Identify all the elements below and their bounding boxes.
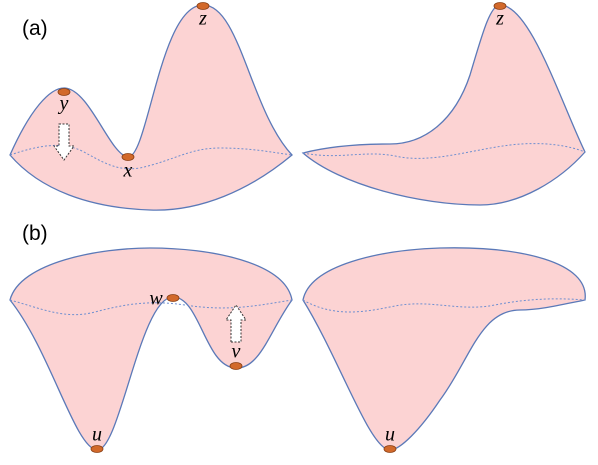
point-label: y — [58, 93, 69, 115]
point-label: x — [123, 160, 133, 182]
dashed-line — [9, 145, 293, 170]
arrow-down — [53, 123, 75, 161]
point — [121, 153, 135, 161]
dashed-line — [302, 298, 586, 313]
point — [166, 294, 180, 302]
dashed-line — [9, 299, 293, 316]
point — [229, 362, 243, 370]
point-label: u — [92, 424, 102, 446]
point-label: w — [149, 288, 163, 310]
point — [57, 88, 71, 96]
point-label: z — [198, 8, 207, 30]
point — [196, 2, 210, 10]
point-label: z — [495, 8, 504, 30]
point — [383, 445, 397, 453]
point — [90, 445, 104, 453]
point-label: u — [385, 424, 395, 446]
panel-label: (a) — [22, 17, 48, 40]
surface — [302, 247, 586, 451]
dashed-line — [302, 143, 586, 159]
arrow-up — [225, 304, 247, 343]
surface — [9, 247, 293, 451]
point-label: v — [232, 341, 241, 363]
surface — [9, 4, 293, 211]
surface — [301, 4, 586, 206]
point — [493, 2, 507, 10]
panel-label: (b) — [22, 222, 48, 245]
